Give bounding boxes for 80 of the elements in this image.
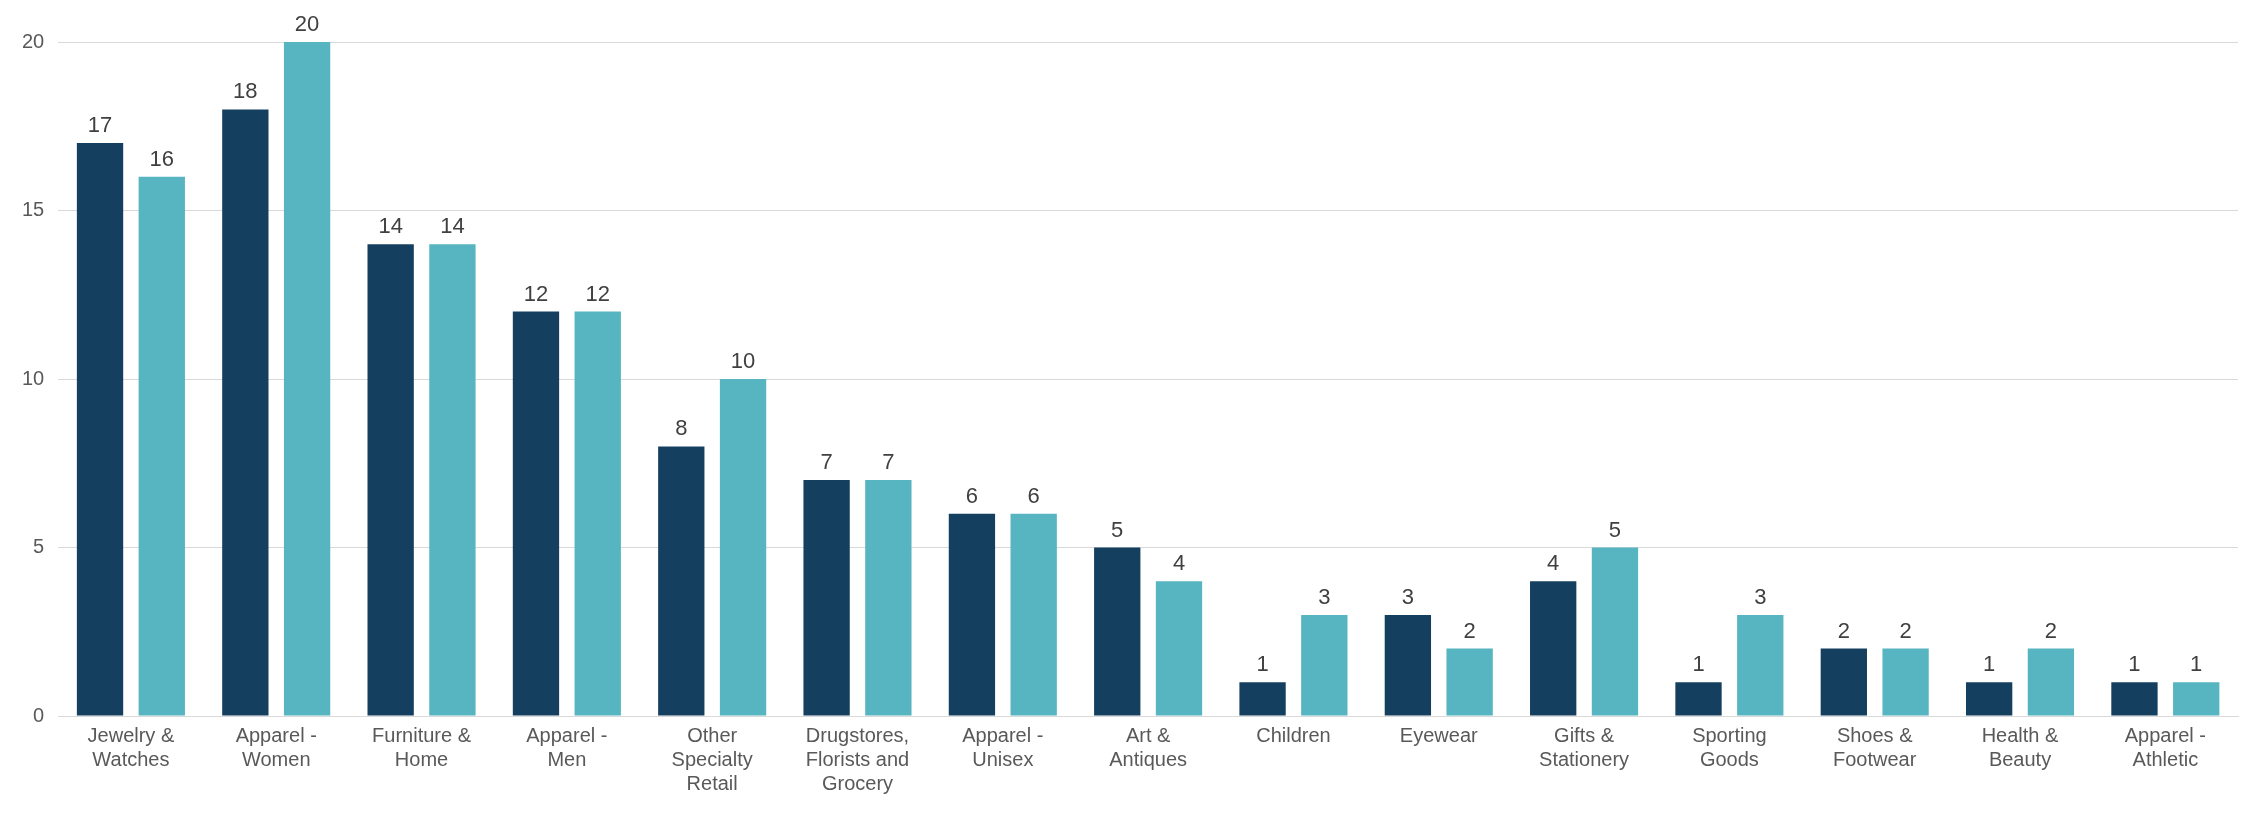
- x-tick-label: Jewelry & Watches: [87, 723, 175, 770]
- data-label: 18: [233, 78, 258, 104]
- bar: [1094, 547, 1141, 716]
- y-tick-label: 20: [22, 29, 45, 52]
- x-tick-label: Apparel - Athletic: [2124, 723, 2206, 770]
- data-label: 5: [1608, 516, 1622, 542]
- bar: [1301, 614, 1348, 716]
- x-tick-label: Sporting Goods: [1692, 723, 1767, 770]
- data-label: 3: [1318, 583, 1331, 609]
- bar: [1446, 648, 1493, 716]
- bar: [948, 513, 996, 716]
- bar: [283, 42, 331, 716]
- data-label: 3: [1754, 583, 1767, 609]
- data-label: 4: [1547, 550, 1560, 576]
- bar: [429, 244, 476, 716]
- bar: [1737, 614, 1784, 716]
- data-label: 6: [1027, 482, 1040, 508]
- data-label: 16: [149, 145, 175, 171]
- data-label: 4: [1172, 550, 1186, 576]
- x-tick-label: Eyewear: [1399, 723, 1478, 746]
- bar: [1530, 581, 1577, 716]
- x-tick-label: Drugstores, Florists and Grocery: [805, 723, 910, 794]
- bar: [76, 143, 124, 716]
- x-tick-label: Other Specialty Retail: [671, 723, 753, 794]
- data-label: 6: [965, 482, 979, 508]
- data-label: 1: [2128, 651, 2141, 677]
- bar: [1882, 648, 1929, 716]
- data-label: 7: [882, 449, 895, 475]
- x-tick-label: Apparel - Women: [235, 723, 317, 770]
- bar: [138, 176, 185, 716]
- data-label: 2: [2044, 617, 2058, 643]
- x-tick-label: Health & Beauty: [1981, 723, 2060, 770]
- x-tick-label: Apparel - Men: [526, 723, 608, 770]
- data-label: 14: [440, 213, 465, 239]
- bar: [1239, 682, 1286, 716]
- bar: [2111, 682, 2158, 716]
- y-tick-label: 0: [33, 703, 45, 726]
- bar: [1155, 581, 1203, 716]
- data-label: 10: [730, 348, 756, 374]
- data-label: 2: [1837, 617, 1850, 643]
- data-label: 1: [2190, 651, 2203, 677]
- bar: [2173, 682, 2220, 716]
- bar: [1010, 513, 1057, 716]
- bar: [803, 480, 850, 716]
- data-label: 12: [523, 280, 549, 306]
- data-label: 14: [378, 213, 403, 239]
- data-label: 17: [87, 112, 113, 138]
- bar: [222, 109, 269, 716]
- bar: [1675, 682, 1722, 716]
- data-label: 2: [1463, 617, 1476, 643]
- bar: [1384, 614, 1432, 716]
- bar: [2027, 648, 2075, 716]
- y-tick-label: 5: [33, 535, 45, 558]
- bar: [719, 379, 767, 716]
- x-tick-label: Gifts & Stationery: [1539, 723, 1630, 770]
- data-label: 1: [1983, 651, 1996, 677]
- x-tick-label: Furniture & Home: [372, 723, 472, 770]
- y-tick-label: 15: [22, 198, 45, 221]
- bar: [1965, 682, 2013, 716]
- bar: [1591, 547, 1639, 716]
- bar: [865, 480, 912, 716]
- x-tick-label: Children: [1256, 723, 1331, 746]
- data-label: 1: [1256, 651, 1269, 677]
- data-label: 3: [1401, 583, 1414, 609]
- bar: [367, 244, 414, 716]
- x-tick-label: Art & Antiques: [1109, 723, 1188, 770]
- data-label: 8: [675, 415, 688, 441]
- bar: [512, 311, 560, 716]
- bar: [574, 311, 621, 716]
- x-tick-label: Apparel - Unisex: [962, 723, 1044, 770]
- data-label: 12: [585, 280, 610, 306]
- data-label: 20: [294, 11, 320, 37]
- data-label: 7: [820, 449, 833, 475]
- data-label: 5: [1111, 516, 1124, 542]
- bar: [1820, 648, 1867, 716]
- bar: [658, 446, 705, 716]
- data-label: 2: [1899, 617, 1912, 643]
- x-tick-label: Shoes & Footwear: [1833, 723, 1917, 770]
- y-tick-label: 10: [22, 366, 45, 389]
- data-label: 1: [1692, 651, 1705, 677]
